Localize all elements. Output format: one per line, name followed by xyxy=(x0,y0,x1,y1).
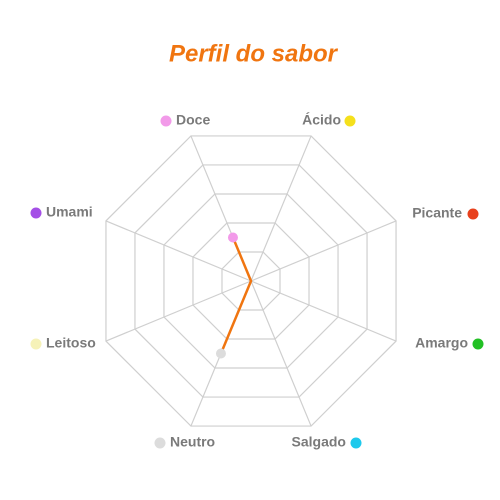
legend-dot xyxy=(472,338,484,350)
axis-line xyxy=(250,280,397,342)
axis-label: Picante xyxy=(412,205,462,221)
axis-label: Leitoso xyxy=(46,335,96,351)
axis-label: Amargo xyxy=(415,335,468,351)
axis-line xyxy=(250,280,312,427)
axis-label: Salgado xyxy=(292,434,346,450)
chart-title: Perfil do sabor xyxy=(169,40,339,67)
legend-dot xyxy=(30,338,42,350)
data-point xyxy=(215,348,226,359)
legend-dot xyxy=(467,208,479,220)
axis-line xyxy=(105,280,252,342)
legend-dot xyxy=(350,437,362,449)
axis-label: Neutro xyxy=(170,434,215,450)
axis-label: Ácido xyxy=(302,112,341,128)
data-point xyxy=(227,232,238,243)
axis-line xyxy=(250,220,397,282)
axis-label: Umami xyxy=(46,204,93,220)
legend-dot xyxy=(344,115,356,127)
legend-dot xyxy=(160,115,172,127)
axis-label: Doce xyxy=(176,112,210,128)
axis-line xyxy=(105,220,252,282)
axis-line xyxy=(250,135,312,282)
legend-dot xyxy=(154,437,166,449)
legend-dot xyxy=(30,207,42,219)
